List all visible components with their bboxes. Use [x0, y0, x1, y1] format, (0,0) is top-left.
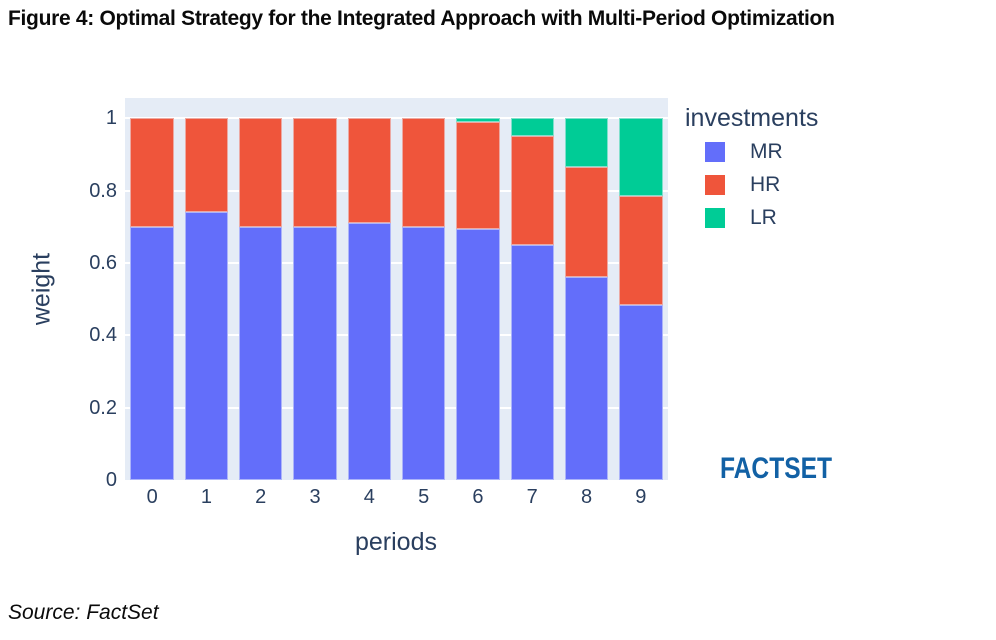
x-tick-label: 2 [255, 486, 267, 508]
bar-segment-mr-period-2[interactable] [239, 226, 283, 480]
legend-swatch-lr-icon [705, 207, 725, 228]
source-note: Source: FactSet [8, 601, 159, 624]
x-tick-label: 4 [363, 486, 375, 508]
bar-segment-lr-period-7[interactable] [510, 118, 554, 137]
legend-swatch-mr-icon [705, 141, 725, 162]
legend-item-lr[interactable]: LR [685, 201, 818, 234]
y-tick-label: 0 [105, 469, 117, 491]
legend-label: HR [750, 173, 781, 196]
bar-segment-hr-period-1[interactable] [184, 118, 229, 213]
bar-segment-lr-period-9[interactable] [619, 118, 663, 197]
x-tick-label: 9 [635, 486, 647, 508]
bar-segment-mr-period-8[interactable] [564, 277, 609, 480]
bar-segment-mr-period-9[interactable] [619, 304, 663, 480]
y-tick-label: 1 [105, 107, 117, 130]
legend: investments MR HR LR [685, 103, 818, 234]
y-tick-label: 0.4 [89, 324, 117, 347]
bar-segment-hr-period-7[interactable] [510, 136, 554, 245]
bar-segment-hr-period-0[interactable] [130, 118, 174, 227]
legend-item-mr[interactable]: MR [685, 135, 818, 168]
bar-segment-mr-period-7[interactable] [510, 244, 554, 480]
factset-logo: FACTSET [720, 452, 833, 485]
gridline [125, 406, 668, 409]
x-tick-label: 7 [526, 486, 538, 508]
bar-segment-mr-period-6[interactable] [456, 228, 500, 480]
legend-label: MR [750, 140, 783, 163]
bar-segment-mr-period-3[interactable] [293, 226, 337, 480]
x-tick-label: 5 [418, 486, 430, 508]
gridline [125, 117, 668, 120]
x-tick-label: 1 [200, 486, 212, 508]
gridline [125, 189, 668, 192]
x-axis: 0 1 2 3 4 5 6 7 8 9 [125, 486, 668, 512]
bar-segment-lr-period-6[interactable] [456, 118, 500, 122]
gridline [125, 334, 668, 337]
figure-title: Figure 4: Optimal Strategy for the Integ… [8, 7, 835, 30]
y-tick-label: 0.6 [89, 251, 117, 274]
bar-segment-hr-period-6[interactable] [456, 121, 500, 229]
gridline [125, 261, 668, 264]
legend-label: LR [750, 206, 777, 229]
x-tick-label: 6 [472, 486, 484, 508]
legend-title: investments [685, 104, 819, 132]
bar-segment-mr-period-1[interactable] [184, 212, 229, 480]
y-tick-label: 0.8 [89, 179, 117, 202]
bar-segment-mr-period-0[interactable] [130, 226, 174, 480]
bar-segment-hr-period-2[interactable] [239, 118, 283, 227]
bar-segment-hr-period-4[interactable] [347, 118, 392, 224]
bar-segment-mr-period-4[interactable] [347, 223, 392, 480]
legend-swatch-hr-icon [705, 174, 725, 195]
y-tick-label: 0.2 [89, 396, 117, 419]
bar-segment-hr-period-3[interactable] [293, 118, 337, 227]
bar-segment-lr-period-8[interactable] [564, 118, 609, 168]
y-axis: 0 0.2 0.4 0.6 0.8 1 [0, 98, 117, 490]
x-tick-label: 8 [580, 486, 593, 508]
bar-segment-hr-period-5[interactable] [401, 118, 446, 227]
bar-segment-mr-period-5[interactable] [401, 226, 446, 480]
bar-segment-hr-period-9[interactable] [619, 196, 663, 305]
x-tick-label: 3 [309, 486, 321, 508]
legend-items: MR HR LR [685, 135, 818, 234]
legend-item-hr[interactable]: HR [685, 168, 818, 201]
plot-area [125, 98, 668, 480]
bar-segment-hr-period-8[interactable] [564, 167, 609, 278]
x-tick-label: 0 [146, 486, 158, 508]
